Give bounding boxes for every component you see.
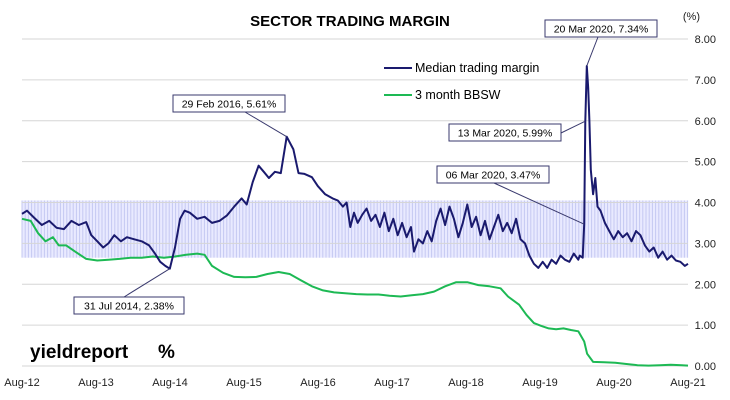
callout-box <box>436 165 550 184</box>
callout-leader <box>560 120 586 134</box>
x-tick-label: Aug-12 <box>4 377 39 389</box>
callout-leader <box>493 182 585 225</box>
callout-box <box>73 296 185 315</box>
callout-leader <box>123 268 171 298</box>
callout-label: 31 Jul 2014, 2.38% <box>84 301 174 313</box>
x-tick-label: Aug-13 <box>78 377 113 389</box>
x-tick-label: Aug-15 <box>226 377 261 389</box>
callout-leader <box>244 111 287 138</box>
y-tick-label: 3.00 <box>695 238 716 250</box>
series-lines <box>21 65 689 367</box>
callout-box <box>172 94 286 113</box>
callout-box <box>544 19 658 38</box>
logo-percent-symbol: % <box>158 342 175 363</box>
bbsw-3m-line <box>21 217 689 367</box>
y-unit-label: (%) <box>683 11 700 23</box>
x-tick-label: Aug-18 <box>448 377 483 389</box>
annotation-callout: 06 Mar 2020, 3.47% <box>436 165 585 225</box>
chart-title: SECTOR TRADING MARGIN <box>250 13 450 30</box>
gridlines <box>22 38 688 367</box>
y-tick-label: 1.00 <box>695 320 716 332</box>
legend-label-bbsw: 3 month BBSW <box>415 88 501 102</box>
y-tick-label: 4.00 <box>695 198 716 210</box>
annotation-callout: 29 Feb 2016, 5.61% <box>172 94 287 138</box>
callout-box <box>448 123 562 142</box>
callout-label: 29 Feb 2016, 5.61% <box>182 99 277 111</box>
x-tick-label: Aug-16 <box>300 377 335 389</box>
y-axis: 0.00 1.00 2.00 3.00 4.00 5.00 6.00 7.00 8.00 <box>695 34 716 373</box>
y-tick-label: 0.00 <box>695 361 716 373</box>
y-tick-label: 5.00 <box>695 157 716 169</box>
legend-label-median: Median trading margin <box>415 61 539 75</box>
legend: Median trading margin 3 month BBSW <box>384 61 539 102</box>
callout-leader <box>586 36 599 67</box>
y-tick-label: 6.00 <box>695 116 716 128</box>
annotation-callout: 31 Jul 2014, 2.38% <box>73 268 185 315</box>
callout-label: 06 Mar 2020, 3.47% <box>446 170 541 182</box>
logo-wordmark: yieldreport <box>30 342 129 363</box>
x-tick-label: Aug-19 <box>522 377 557 389</box>
callout-label: 20 Mar 2020, 7.34% <box>554 24 649 36</box>
y-tick-label: 8.00 <box>695 34 716 46</box>
x-axis: Aug-12 Aug-13 Aug-14 Aug-15 Aug-16 Aug-17 Aug-… <box>4 377 705 389</box>
x-tick-label: Aug-20 <box>596 377 631 389</box>
range-band <box>21 200 689 258</box>
x-tick-label: Aug-21 <box>670 377 705 389</box>
annotations: 20 Mar 2020, 7.34% 29 Feb 2016, 5.61% 13 M… <box>73 19 658 315</box>
x-tick-label: Aug-17 <box>374 377 409 389</box>
median-trading-margin-line <box>21 65 689 270</box>
callout-label: 13 Mar 2020, 5.99% <box>458 128 553 140</box>
y-tick-label: 2.00 <box>695 279 716 291</box>
annotation-callout: 20 Mar 2020, 7.34% <box>544 19 658 67</box>
yieldreport-logo: yieldreport % <box>30 342 175 363</box>
annotation-callout: 13 Mar 2020, 5.99% <box>448 120 586 142</box>
y-tick-label: 7.00 <box>695 75 716 87</box>
x-tick-label: Aug-14 <box>152 377 187 389</box>
